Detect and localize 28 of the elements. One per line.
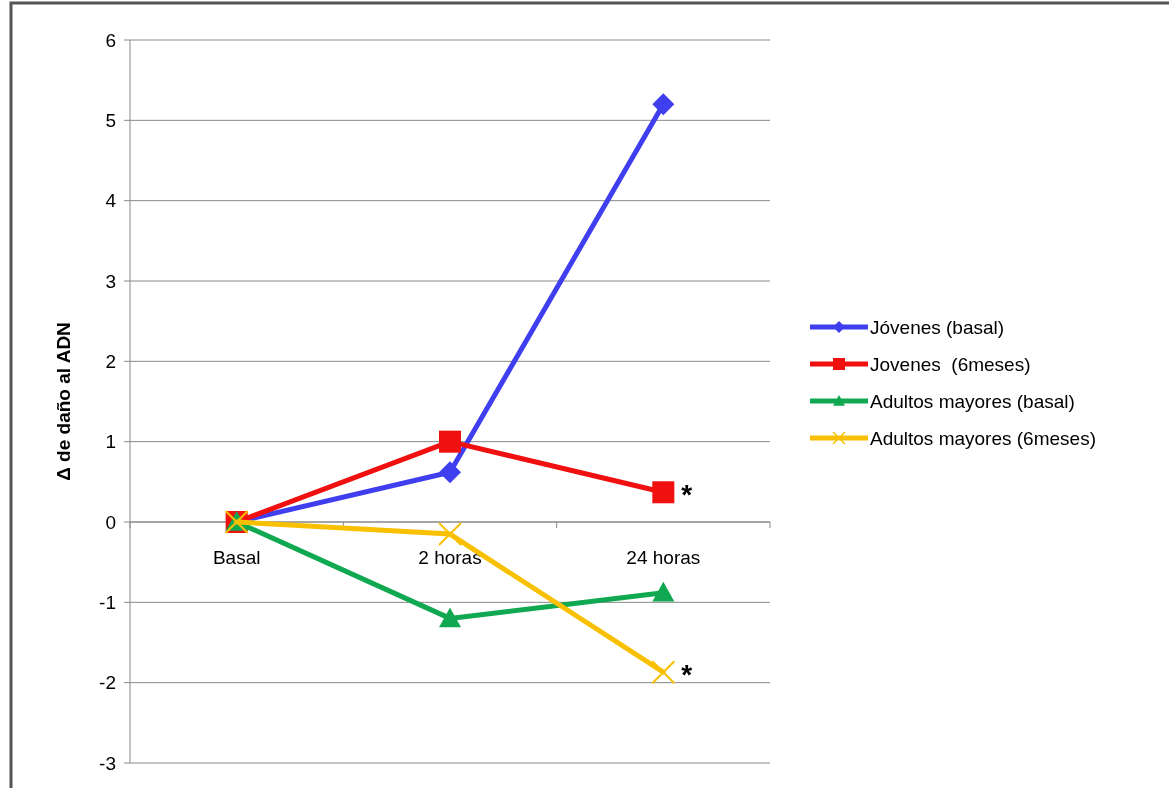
legend-label: Jovenes (6meses)	[870, 353, 1031, 375]
y-tick-label: 0	[105, 511, 116, 533]
y-tick-label: -3	[99, 752, 116, 774]
y-tick-label: 5	[105, 109, 116, 131]
point	[652, 481, 675, 504]
annotation: *	[681, 479, 693, 511]
point	[652, 581, 675, 602]
y-tick-label: -1	[99, 591, 116, 613]
point	[652, 93, 675, 116]
y-tick-label: 2	[105, 350, 116, 372]
legend-label: Jóvenes (basal)	[870, 316, 1005, 338]
x-tick-label: Basal	[212, 547, 261, 568]
annotation: *	[681, 659, 693, 691]
legend-label: Adultos mayores (basal)	[870, 390, 1075, 412]
x-tick-label: 24 horas	[626, 547, 701, 568]
y-tick-label: 4	[105, 190, 117, 212]
legend-label: Adultos mayores (6meses)	[870, 427, 1096, 449]
point	[439, 607, 461, 628]
point	[438, 522, 462, 547]
y-tick-label: -2	[99, 672, 116, 694]
y-tick-label: 3	[105, 270, 116, 292]
x-tick-label: 2 horas	[418, 547, 482, 568]
point	[439, 461, 461, 484]
point	[651, 660, 676, 685]
y-tick-label: 6	[105, 29, 116, 51]
y-axis-title: Δ de daño al ADN	[53, 322, 74, 481]
y-tick-label: 1	[105, 431, 116, 453]
point	[439, 430, 461, 453]
